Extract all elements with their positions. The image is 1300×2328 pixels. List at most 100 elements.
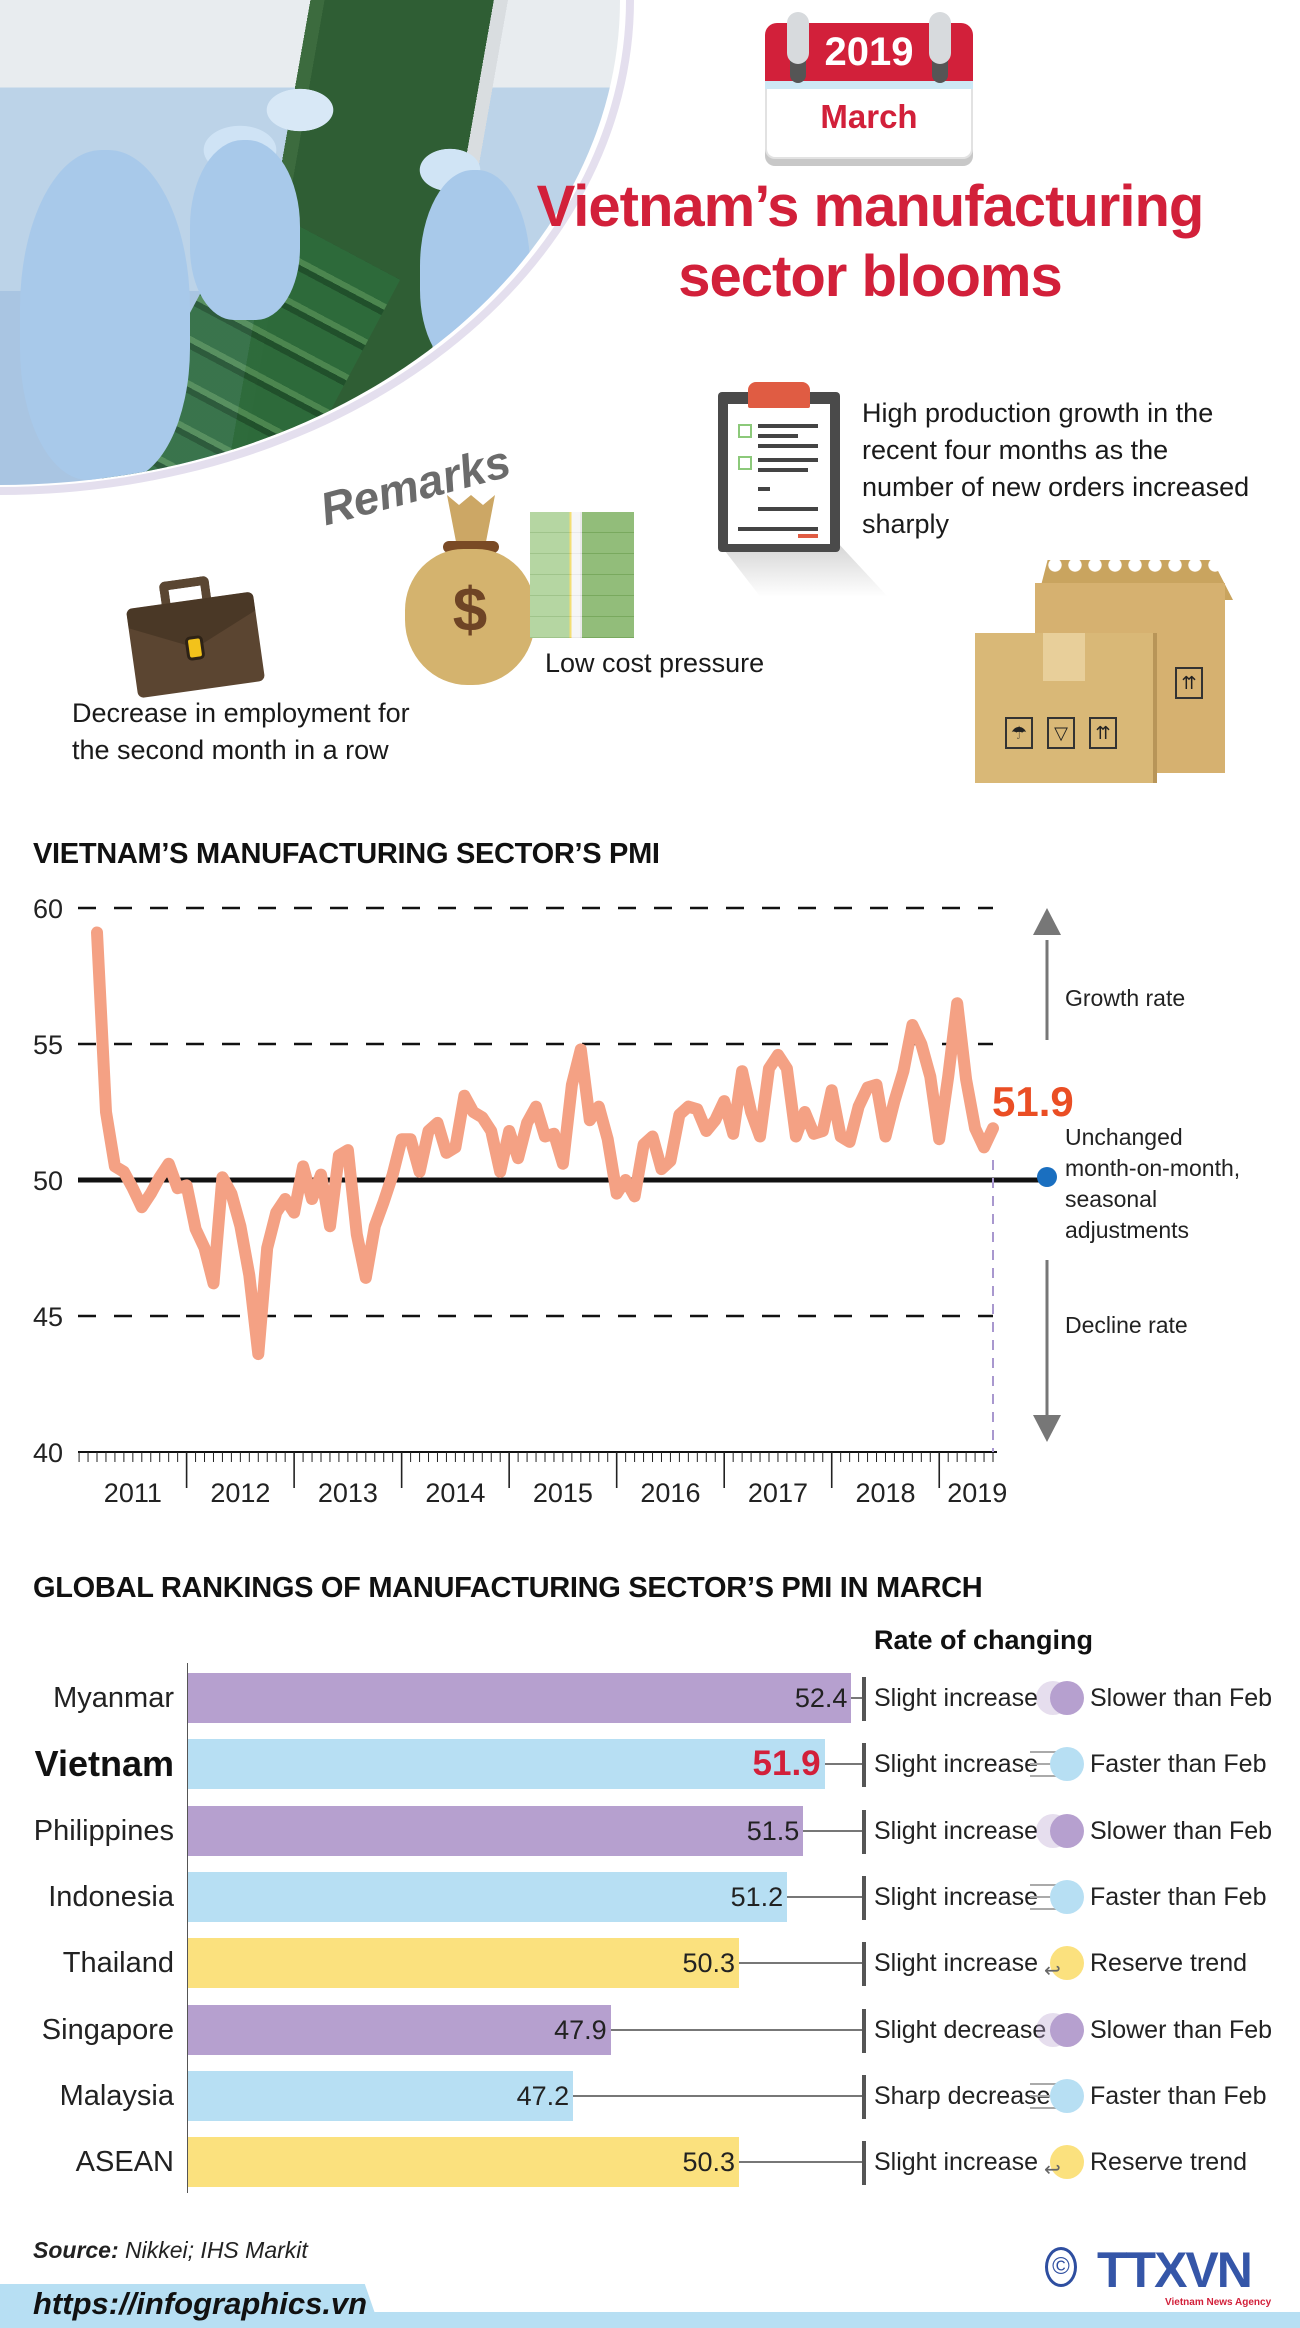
- rate-of-change-label: Slight increase: [874, 1684, 1038, 1712]
- slower-trend-icon: [1050, 1813, 1084, 1848]
- svg-text:50: 50: [33, 1166, 63, 1196]
- faster-trend-icon: [1050, 1879, 1084, 1914]
- reverse-trend-icon: [1050, 1946, 1084, 1981]
- reverse-trend-icon: [1050, 2145, 1084, 2180]
- svg-text:2014: 2014: [425, 1478, 485, 1508]
- ranking-row: Malaysia 47.2 Sharp decrease Faster than Fe…: [0, 2070, 1300, 2121]
- source-note: Source: Nikkei; IHS Markit: [33, 2237, 308, 2263]
- rate-of-change-label: Slight increase: [874, 1750, 1038, 1779]
- worker-figure: [20, 150, 190, 480]
- pmi-bar: [188, 1739, 825, 1790]
- ranking-row: Myanmar 52.4 Slight increase Slower than Fe…: [0, 1673, 1300, 1723]
- country-label: Vietnam: [34, 1743, 174, 1785]
- reverse-arrow-icon: ↩: [1044, 1960, 1061, 1983]
- trend-label: Slower than Feb: [1090, 1684, 1273, 1712]
- rate-of-change-label: Slight increase: [874, 1882, 1038, 1911]
- money-bag-icon: $: [405, 495, 535, 685]
- country-label: Philippines: [33, 1814, 174, 1847]
- pmi-bar: [188, 2004, 611, 2055]
- svg-text:2015: 2015: [533, 1478, 593, 1508]
- clipboard-checklist-icon: [718, 382, 888, 597]
- x-axis: 2011 2012 2013 2014 2015 2016 2017 2018 2019: [78, 1451, 1007, 1508]
- ranking-row: Thailand 50.3 Slight increase ↩ Reserve tren…: [0, 1938, 1300, 1989]
- svg-text:2018: 2018: [855, 1478, 915, 1508]
- decline-arrow-icon: [1033, 1415, 1061, 1442]
- trend-label: Faster than Feb: [1090, 2081, 1267, 2110]
- pmi-line: [91, 926, 999, 1361]
- pmi-chart-title: VIETNAM’S MANUFACTURING SECTOR’S PMI: [33, 838, 660, 870]
- footer-url-link[interactable]: https://infographics.vn: [33, 2286, 368, 2321]
- remark-production-growth: High production growth in the recent fou…: [862, 398, 1250, 539]
- pmi-bar: [188, 1871, 788, 1922]
- pmi-value: 47.9: [554, 2014, 607, 2045]
- unchanged-label: Unchanged month-on-month, seasonal adjus…: [1065, 1124, 1241, 1243]
- svg-text:55: 55: [33, 1030, 63, 1060]
- copyright-icon: ©: [1045, 2247, 1077, 2287]
- pmi-value: 51.5: [746, 1815, 800, 1846]
- svg-text:2019: 2019: [947, 1478, 1007, 1508]
- pmi-value: 51.9: [752, 1744, 821, 1784]
- country-label: ASEAN: [75, 2146, 174, 2179]
- chart-gridlines: [78, 906, 1047, 1318]
- rankings-title: GLOBAL RANKINGS OF MANUFACTURING SECTOR’…: [33, 1572, 983, 1604]
- ttxvn-logo: © TTXVN Vietnam News Agency: [1045, 2245, 1275, 2315]
- pmi-value: 47.2: [516, 2080, 570, 2111]
- calendar-month: March: [765, 89, 973, 159]
- ranking-row: Vietnam 51.9 Slight increase Faster than Fe…: [0, 1739, 1300, 1790]
- pmi-bar: [188, 1673, 852, 1723]
- page-title: Vietnam’s manufacturing sector blooms: [536, 174, 1205, 309]
- y-axis-ticks: 40 45 50 55 60: [33, 894, 63, 1468]
- svg-text:2017: 2017: [748, 1478, 808, 1508]
- growth-rate-label: Growth rate: [1065, 985, 1186, 1011]
- last-value-label: 51.9: [992, 1078, 1074, 1125]
- trend-label: Faster than Feb: [1090, 1882, 1267, 1911]
- ranking-row: Philippines 51.5 Slight increase Slower tha…: [0, 1805, 1300, 1856]
- pmi-value: 50.3: [682, 2147, 736, 2178]
- decline-rate-label: Decline rate: [1065, 1312, 1188, 1338]
- worker-figure: [190, 140, 300, 320]
- rate-of-changing-header: Rate of changing: [874, 1625, 1094, 1655]
- trend-label: Reserve trend: [1090, 2148, 1248, 2177]
- pmi-value: 51.2: [730, 1881, 784, 1912]
- cardboard-boxes-icon: ⇈ ☂ ▽ ⇈: [975, 555, 1255, 785]
- ranking-row: ASEAN 50.3 Slight increase ↩ Reserve trend: [0, 2137, 1300, 2188]
- briefcase-icon: [123, 570, 266, 699]
- worker-figure: [420, 170, 530, 370]
- country-label: Thailand: [62, 1947, 174, 1980]
- rate-of-change-label: Slight increase: [874, 1949, 1038, 1978]
- svg-text:45: 45: [33, 1302, 63, 1332]
- faster-trend-icon: [1050, 1747, 1084, 1782]
- country-label: Singapore: [41, 2013, 174, 2046]
- calendar-ring: [929, 12, 951, 64]
- reverse-arrow-icon: ↩: [1044, 2159, 1061, 2182]
- pmi-bar: [188, 2070, 574, 2121]
- rate-of-change-label: Sharp decrease: [874, 2081, 1051, 2110]
- trend-label: Slower than Feb: [1090, 2015, 1273, 2044]
- ranking-row: Singapore 47.9 Slight decrease Slower than …: [0, 2004, 1300, 2055]
- svg-text:2011: 2011: [104, 1478, 162, 1508]
- ranking-row: Indonesia 51.2 Slight increase Faster than …: [0, 1871, 1300, 1922]
- pmi-bar: [188, 1805, 804, 1856]
- calendar-ring: [787, 12, 809, 64]
- rate-of-change-label: Slight increase: [874, 2148, 1038, 2177]
- trend-label: Slower than Feb: [1090, 1816, 1273, 1845]
- factory-workers-photo: [0, 0, 620, 485]
- trend-label: Faster than Feb: [1090, 1750, 1267, 1779]
- pmi-value: 52.4: [794, 1683, 848, 1713]
- rankings-axis: [187, 1663, 188, 2193]
- rate-of-change-label: Slight decrease: [874, 2015, 1047, 2044]
- svg-text:2012: 2012: [210, 1478, 270, 1508]
- remark-employment: Decrease in employment for the second mo…: [72, 698, 410, 765]
- country-label: Myanmar: [53, 1682, 174, 1714]
- country-label: Indonesia: [48, 1880, 174, 1913]
- growth-arrow-icon: [1033, 908, 1061, 935]
- svg-text:60: 60: [33, 894, 63, 924]
- pmi-value: 50.3: [682, 1948, 736, 1979]
- pmi-bar: [188, 2137, 740, 2188]
- unchanged-dot-icon: [1037, 1167, 1057, 1187]
- svg-text:2016: 2016: [640, 1478, 700, 1508]
- rate-of-change-label: Slight increase: [874, 1816, 1038, 1845]
- banknotes-icon: [530, 512, 634, 638]
- svg-text:40: 40: [33, 1438, 63, 1468]
- trend-label: Reserve trend: [1090, 1949, 1248, 1978]
